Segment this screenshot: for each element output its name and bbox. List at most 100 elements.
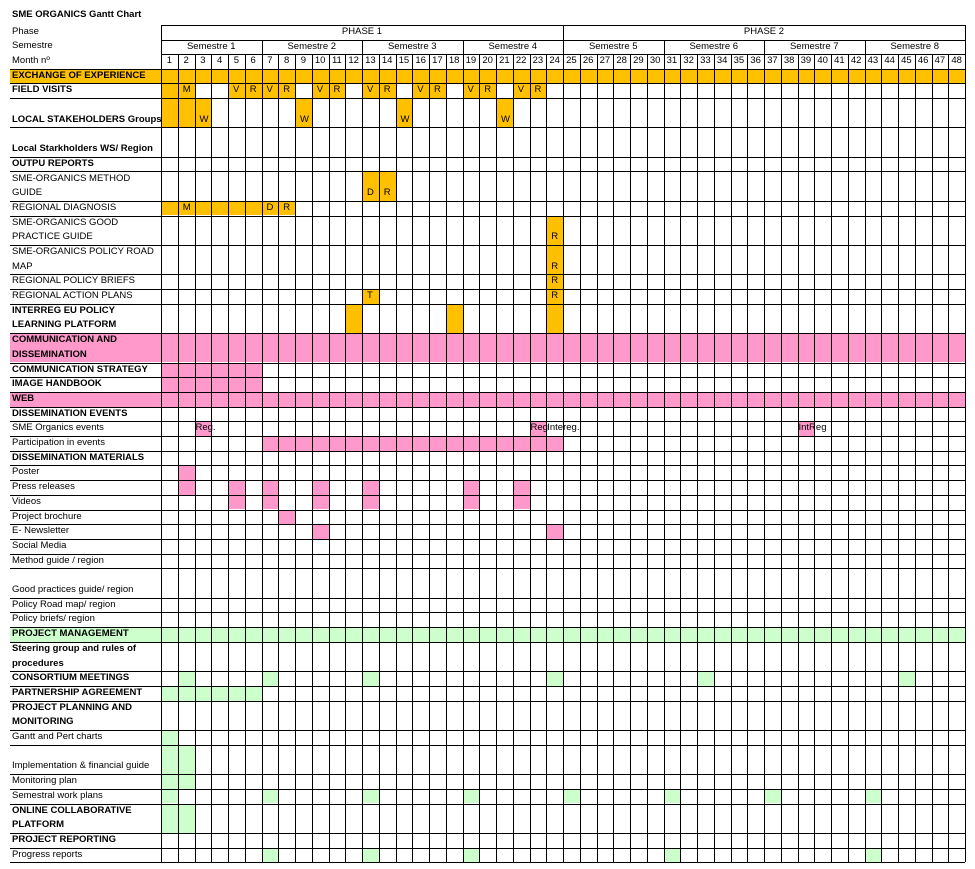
month-header: 15	[398, 55, 410, 66]
month-header: 25	[566, 55, 577, 66]
cell-mark: R	[551, 231, 559, 243]
cell-mark: V	[517, 84, 525, 96]
gantt-bar	[462, 847, 480, 863]
row-label: Participation in events	[12, 437, 105, 449]
month-header: 8	[283, 55, 290, 66]
row-label: REGIONAL POLICY BRIEFS	[12, 275, 136, 287]
grid-hline	[10, 524, 965, 526]
grid-vline	[646, 54, 648, 863]
grid-vline	[479, 54, 481, 863]
grid-hline	[10, 832, 965, 834]
grid-vline	[898, 54, 899, 863]
grid-hline	[10, 700, 965, 702]
grid-vline	[780, 54, 782, 863]
gantt-bar	[177, 480, 195, 495]
grid-vline	[680, 54, 682, 863]
grid-hline	[10, 244, 965, 246]
grid-vline	[429, 54, 430, 863]
grid-vline	[529, 54, 531, 863]
grid-vline	[730, 54, 732, 863]
month-header: 28	[616, 55, 627, 66]
grid-vline	[496, 54, 497, 863]
grid-hline	[10, 421, 965, 423]
cell-mark: V	[316, 84, 324, 96]
month-header-label: Month nº	[12, 55, 50, 66]
grid-vline	[161, 25, 162, 863]
grid-vline	[546, 54, 548, 863]
grid-vline	[512, 54, 514, 863]
grid-vline	[378, 54, 380, 863]
grid-hline	[10, 465, 965, 467]
grid-vline	[747, 54, 749, 863]
grid-hline	[10, 68, 965, 70]
row-label: Progress reports	[12, 848, 83, 860]
month-header: 6	[250, 55, 256, 66]
grid-hline	[10, 641, 965, 643]
row-label: CONSORTIUM MEETINGS	[12, 672, 130, 684]
month-header: 17	[432, 55, 443, 66]
cell-mark: W	[300, 113, 309, 125]
gantt-bar	[362, 847, 379, 863]
gantt-bar	[512, 480, 530, 495]
grid-hline	[10, 274, 965, 276]
row-label: COMMUNICATION AND DISSEMINATION	[12, 334, 118, 360]
grid-hline	[10, 377, 965, 379]
month-header: 9	[300, 55, 307, 66]
month-header: 30	[649, 55, 661, 66]
grid-vline	[295, 54, 296, 863]
cell-mark: D	[367, 187, 374, 199]
grid-hline	[10, 568, 965, 570]
grid-hline	[10, 480, 965, 482]
row-label: Monitoring plan	[12, 775, 77, 787]
gantt-bar	[362, 671, 379, 686]
cell-mark: W	[400, 113, 410, 125]
grid-vline	[412, 54, 414, 863]
month-header: 35	[733, 55, 745, 66]
grid-vline	[462, 39, 464, 863]
semester-header: Semestre 3	[387, 40, 437, 52]
row-label: REGIONAL DIAGNOSIS	[12, 201, 117, 213]
row-label: Policy Road map/ region	[12, 598, 116, 610]
grid-hline	[10, 83, 965, 85]
phase-header: PHASE 2	[743, 26, 785, 37]
gantt-bar	[462, 494, 480, 510]
row-label: PROJECT PLANNING AND MONITORING	[12, 701, 132, 728]
grid-vline	[579, 54, 581, 863]
month-header: 37	[767, 55, 778, 66]
row-label: Local Starkholders WS/ Region	[12, 143, 153, 155]
gantt-bar	[546, 244, 563, 275]
month-header: 14	[381, 55, 393, 66]
chart-title: SME ORGANICS Gantt Chart	[12, 9, 142, 20]
row-label: Semestral work plans	[12, 789, 103, 801]
month-header: 7	[267, 55, 273, 66]
grid-hline	[10, 289, 965, 290]
grid-vline	[713, 54, 715, 863]
grid-vline	[563, 25, 564, 863]
cell-mark: D	[266, 201, 274, 213]
grid-hline	[10, 333, 965, 335]
cell-mark: M	[182, 84, 191, 96]
cell-mark: IntReg	[798, 422, 827, 434]
grid-hline	[10, 127, 965, 129]
month-header: 41	[834, 55, 845, 66]
row-label: DISSEMINATION MATERIALS	[12, 451, 145, 463]
month-header: 5	[233, 55, 240, 66]
grid-hline	[10, 362, 965, 364]
row-label: EXCHANGE OF EXPERIENCE	[12, 69, 146, 81]
month-header: 47	[934, 55, 946, 66]
grid-vline	[328, 54, 330, 863]
cell-mark: V	[266, 84, 273, 96]
grid-hline	[10, 774, 965, 776]
row-label: Implementation & financial guide	[12, 760, 150, 772]
gantt-bar	[261, 494, 279, 510]
gantt-bar	[261, 847, 279, 863]
month-header: 48	[951, 55, 962, 66]
gantt-bar	[546, 289, 563, 304]
gantt-bar	[898, 671, 915, 686]
gantt-bar	[177, 465, 195, 481]
grid-vline	[278, 54, 280, 863]
row-label: DISSEMINATION EVENTS	[12, 407, 128, 419]
row-label: Steering group and rules of procedures	[12, 643, 137, 669]
month-header: 10	[314, 55, 326, 66]
grid-hline	[10, 406, 965, 408]
